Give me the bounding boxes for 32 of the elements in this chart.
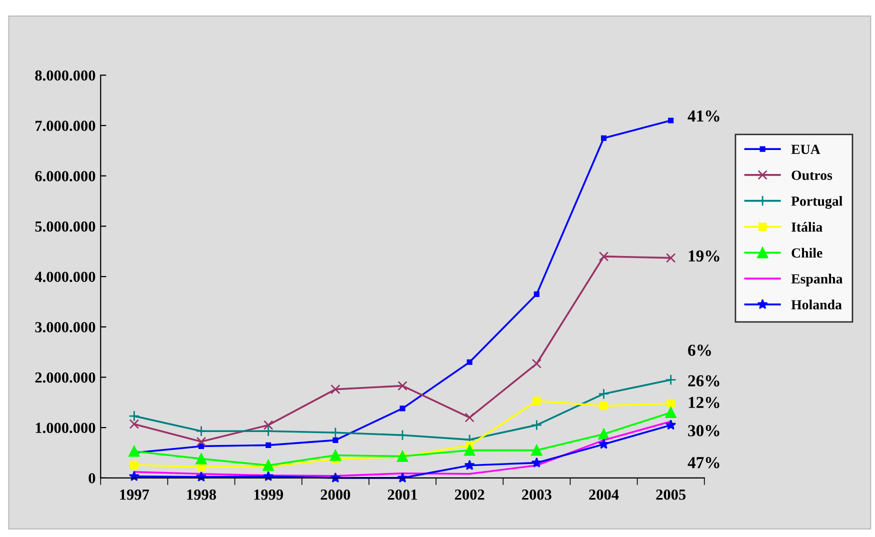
- x-tick-label: 2003: [522, 489, 552, 500]
- legend-label: Outros: [792, 170, 832, 180]
- x-tick-label: 1999: [254, 490, 284, 500]
- x-tick-label: 2004: [589, 489, 619, 500]
- x-tick-label: 2005: [656, 489, 686, 500]
- y-tick-label: 1.000.000: [36, 422, 96, 434]
- legend-label: Espanha: [791, 274, 843, 286]
- annotation: 30%: [688, 425, 720, 436]
- annotation: 6%: [688, 344, 711, 356]
- legend-label: Chile: [792, 248, 822, 258]
- y-tick-label: 4.000.000: [34, 272, 96, 282]
- annotation: 41%: [688, 110, 720, 122]
- legend-label: Portugal: [791, 196, 842, 209]
- legend-label: EUA: [791, 144, 820, 154]
- x-tick-label: 2002: [454, 489, 484, 500]
- y-tick-label: 5.000.000: [35, 221, 96, 232]
- y-tick-label: 7.000.000: [36, 120, 96, 132]
- y-tick-label: 0: [88, 473, 96, 484]
- y-tick-label: 8.000.000: [35, 70, 96, 81]
- annotation: 47%: [688, 456, 720, 468]
- x-tick-label: 1998: [187, 489, 216, 500]
- annotation: 26%: [688, 375, 720, 387]
- y-tick-label: 6.000.000: [35, 171, 96, 182]
- legend-label: Holanda: [791, 300, 842, 310]
- x-tick-label: 2000: [320, 489, 350, 500]
- annotation: 12%: [688, 396, 720, 408]
- x-tick-label: 2001: [388, 489, 417, 500]
- annotation: 19%: [688, 250, 720, 262]
- legend-label: Itália: [791, 222, 822, 232]
- y-tick-label: 2.000.000: [35, 372, 96, 383]
- y-tick-label: 3.000.000: [35, 322, 96, 332]
- x-tick-label: 1997: [120, 490, 150, 500]
